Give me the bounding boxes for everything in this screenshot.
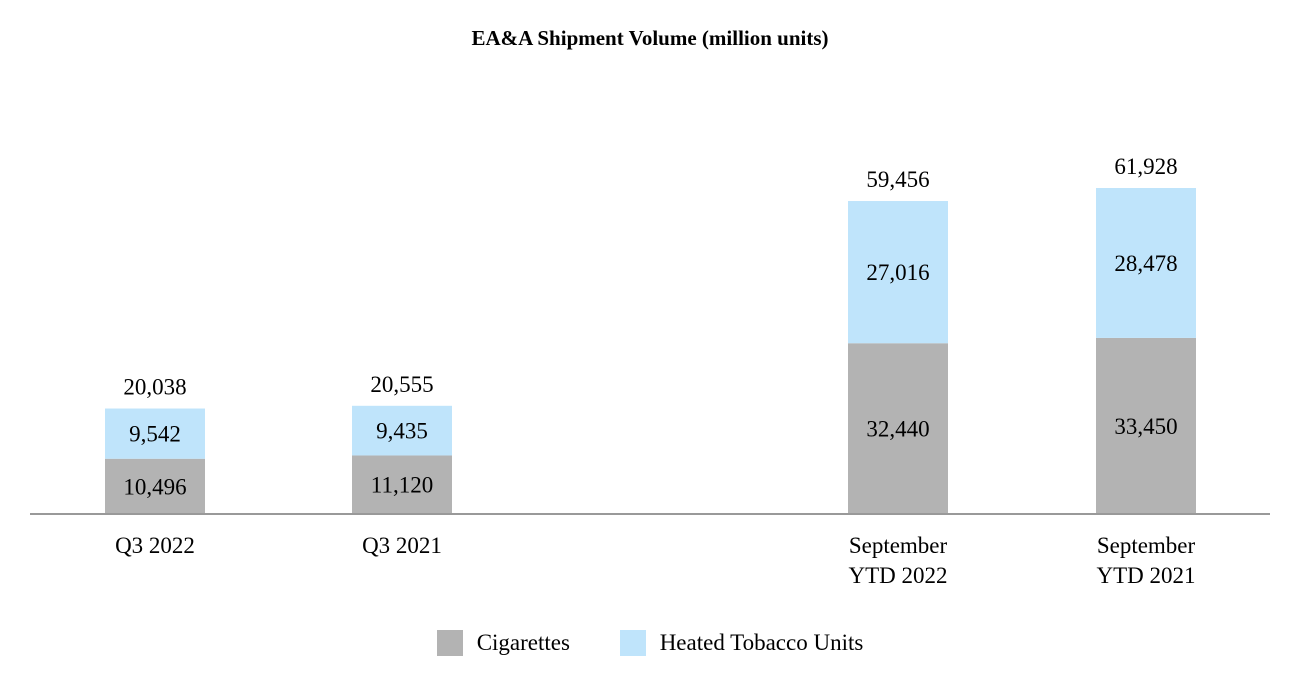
x-tick-label-september-ytd-2021: September YTD 2021 (1096, 533, 1195, 588)
bar-heated-tobacco-units-q3-2021 (352, 405, 452, 456)
bar-cigarettes-q3-2021 (352, 455, 452, 514)
total-label-september-ytd-2021: 61,928 (1114, 154, 1177, 179)
data-label-cigarettes-september-ytd-2022: 32,440 (866, 417, 929, 442)
bar-heated-tobacco-units-q3-2022 (105, 408, 205, 459)
bar-cigarettes-q3-2022 (105, 458, 205, 514)
x-tick-label-line: Q3 2022 (115, 533, 195, 558)
data-label-cigarettes-q3-2022: 10,496 (123, 474, 186, 499)
data-label-heated-tobacco-units-september-ytd-2021: 28,478 (1114, 251, 1177, 276)
bar-heated-tobacco-units-september-ytd-2022 (848, 201, 948, 344)
legend-label-cigarettes: Cigarettes (476, 630, 570, 655)
legend-item-heated-tobacco-units: Heated Tobacco Units (619, 630, 864, 656)
data-label-cigarettes-q3-2021: 11,120 (371, 473, 433, 498)
data-label-heated-tobacco-units-q3-2021: 9,435 (376, 419, 428, 444)
x-tick-label-line: September (1097, 533, 1196, 558)
x-tick-label-line: YTD 2021 (1096, 563, 1195, 588)
x-tick-label-q3-2022: Q3 2022 (115, 533, 195, 558)
legend: Cigarettes Heated Tobacco Units (0, 630, 1300, 662)
data-label-cigarettes-september-ytd-2021: 33,450 (1114, 414, 1177, 439)
bar-cigarettes-september-ytd-2021 (1096, 337, 1196, 514)
total-label-september-ytd-2022: 59,456 (866, 167, 929, 192)
x-tick-label-line: September (849, 533, 948, 558)
x-tick-label-q3-2021: Q3 2021 (362, 533, 442, 558)
total-label-q3-2021: 20,555 (370, 372, 433, 397)
x-tick-label-september-ytd-2022: September YTD 2022 (848, 533, 947, 588)
total-label-q3-2022: 20,038 (123, 375, 186, 400)
data-label-heated-tobacco-units-q3-2022: 9,542 (129, 422, 181, 447)
legend-swatch-heated-tobacco-units (619, 630, 646, 656)
legend-item-cigarettes: Cigarettes (436, 630, 570, 656)
x-tick-label-line: YTD 2022 (848, 563, 947, 588)
legend-swatch-cigarettes (436, 630, 463, 656)
data-label-heated-tobacco-units-september-ytd-2022: 27,016 (866, 260, 929, 285)
chart-title: EA&A Shipment Volume (million units) (471, 26, 829, 50)
bar-heated-tobacco-units-september-ytd-2021 (1096, 188, 1196, 338)
x-tick-label-line: Q3 2021 (362, 533, 442, 558)
legend-label-heated-tobacco-units: Heated Tobacco Units (659, 630, 864, 655)
bar-cigarettes-september-ytd-2022 (848, 343, 948, 514)
